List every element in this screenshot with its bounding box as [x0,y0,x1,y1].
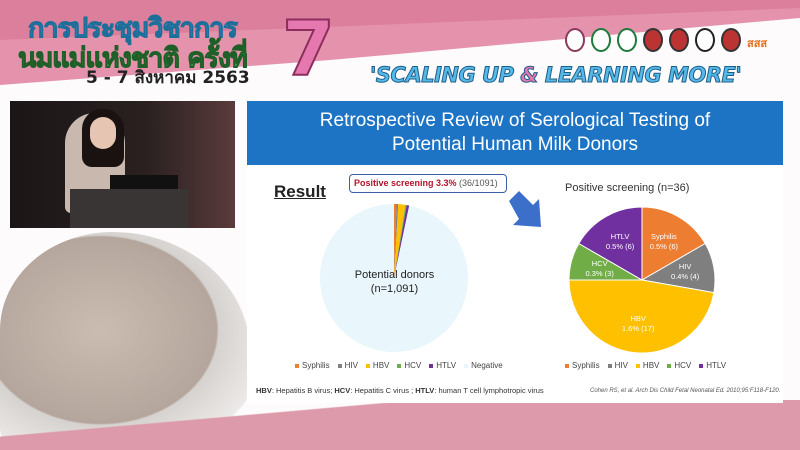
pie-slice-hcv [394,204,407,278]
podium [70,189,188,228]
fn-htlv-text: : human T cell lymphotropic virus [434,386,544,395]
pie-charts [320,204,716,354]
pie-slice-syphilis [641,206,706,281]
banner-background [0,0,800,85]
fn-hcv: HCV [334,386,351,395]
conference-title-thai-line1: การประชุมวิชาการ [28,13,239,45]
speaker-face [90,117,116,149]
legend-item: HIV [337,361,358,370]
logo-icon [591,28,611,52]
pie-slice-syphilis [394,204,397,278]
arrow-icon [509,191,541,227]
positive-screening-callout: Positive screening 3.3% (36/1091) [349,174,507,193]
legend-item: HBV [635,361,659,370]
legend-item: HTLV [429,361,456,370]
center-label-line1: Potential donors [354,269,435,281]
legend-item: HCV [397,361,421,370]
right-pie-legend: Syphilis HIV HBV HCV HTLV [565,361,726,370]
sponsor-logos: สสส [565,28,773,52]
pie-data-label: HTLV 0.5% (6) [605,232,635,252]
callout-grey-text: (36/1091) [456,178,498,188]
thaihealth-logo: สสส [747,37,768,50]
legend-item: HBV [365,361,389,370]
pie-slice-negative [320,204,468,352]
pink-footer-band [0,400,800,450]
legend-item: Syphilis [565,361,600,370]
left-pie-center-label: Potential donors (n=1,091) [337,268,452,296]
slogan-amp: & [520,63,539,88]
pie-slice-htlv [394,205,410,278]
slogan-part2: LEARNING MORE' [538,63,742,88]
pie-data-label: Syphilis 0.5% (6) [649,232,679,252]
left-pie-legend: Syphilis HIV HBV HCV HTLV Negative [295,361,503,370]
slide-title-line2: Potential Human Milk Donors [391,134,639,155]
legend-item: HTLV [699,361,726,370]
legend-item: HCV [667,361,691,370]
conference-title-thai-line2: นมแม่แห่งชาติ ครั้งที่ [18,43,249,75]
callout-red-text: Positive screening 3.3% [354,178,457,188]
pie-slice-hbv [394,204,406,278]
abbreviation-footnote: HBV: Hepatitis B virus; HCV: Hepatitis C… [256,386,544,395]
logo-icon [643,28,663,52]
slide-title-line1: Retrospective Review of Serological Test… [319,110,711,131]
fn-hbv-text: : Hepatitis B virus; [271,386,335,395]
pie-slice-hiv [394,204,399,278]
fn-hcv-text: : Hepatitis C virus ; [350,386,416,395]
pie-data-label: HCV 0.3% (3) [585,258,614,278]
legend-item: Negative [464,361,503,370]
fn-hbv: HBV [256,386,272,395]
legend-item: HIV [607,361,628,370]
logo-icon [721,28,741,52]
legend-item: Syphilis [295,361,330,370]
center-label-line2: (n=1,091) [370,283,419,295]
logo-icon [695,28,715,52]
logo-icon [565,28,585,52]
conference-date: 5 - 7 สิงหาคม 2563 [86,68,250,88]
pie-data-label: HIV 0.4% (4) [670,262,700,282]
slide-title: Retrospective Review of Serological Test… [247,101,783,165]
pie-slice-hbv [568,279,715,354]
conference-number: 7 [281,3,336,94]
pie-data-label: HBV 1.6% (17) [621,313,655,333]
presentation-slide: Retrospective Review of Serological Test… [247,101,783,403]
slogan-part1: 'SCALING UP [369,63,521,88]
right-pie-title: Positive screening (n=36) [565,182,690,194]
fn-htlv: HTLV [415,386,435,395]
slogan: 'SCALING UP & LEARNING MORE' [369,63,742,88]
citation: Cohen RS, et al. Arch Dis Child Fetal Ne… [590,388,781,394]
logo-icon [617,28,637,52]
laptop [110,175,178,191]
logo-icon [669,28,689,52]
speaker-video [10,101,235,228]
pie-slice-htlv [578,206,643,281]
result-heading: Result [274,182,326,201]
